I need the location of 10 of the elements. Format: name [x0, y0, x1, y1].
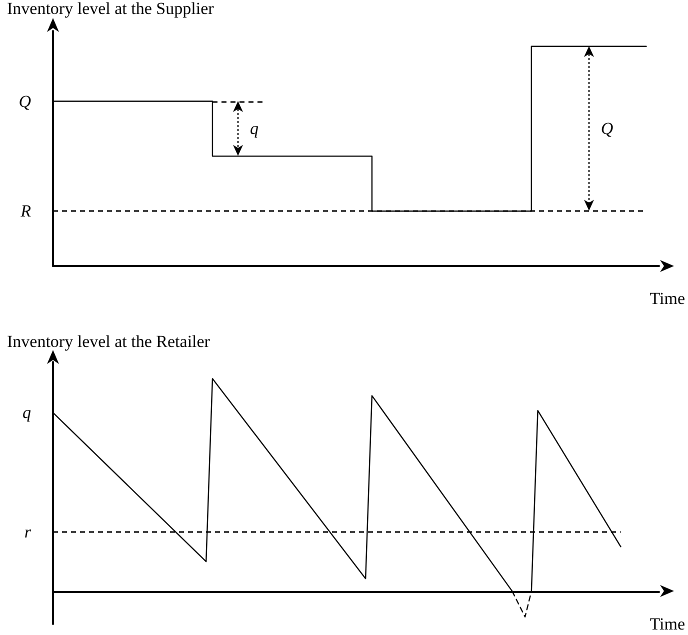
ref-line-label: R: [20, 202, 32, 221]
text: q: [22, 403, 32, 422]
y-axis-title: Inventory level at the Retailer: [7, 332, 210, 351]
ref-line-label: r: [24, 522, 32, 542]
x-axis-title: Time: [650, 614, 685, 634]
x-axis-title: Time: [650, 289, 685, 308]
text: Q: [18, 92, 31, 111]
annotation: q: [250, 119, 259, 138]
y-axis-title: Inventory level at the Supplier: [7, 0, 214, 18]
annotation: Q: [600, 119, 614, 138]
